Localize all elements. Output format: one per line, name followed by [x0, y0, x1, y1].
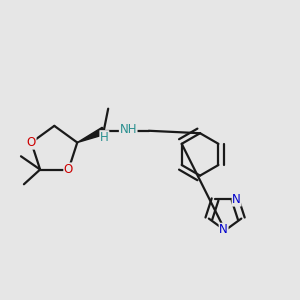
Polygon shape	[77, 127, 105, 142]
Text: O: O	[64, 163, 73, 176]
Text: O: O	[27, 136, 36, 149]
Text: NH: NH	[119, 123, 137, 136]
Text: N: N	[219, 223, 228, 236]
Text: N: N	[232, 193, 241, 206]
Text: H: H	[100, 131, 109, 144]
